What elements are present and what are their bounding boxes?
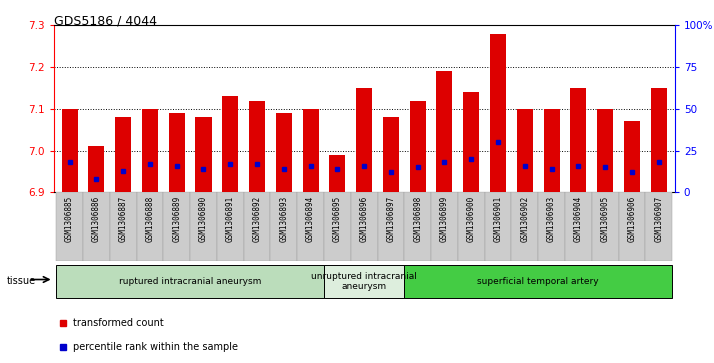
Text: transformed count: transformed count [74,318,164,328]
Bar [490,34,506,192]
Text: GSM1306903: GSM1306903 [547,196,556,242]
Text: GDS5186 / 4044: GDS5186 / 4044 [54,15,156,28]
Bar [324,192,351,261]
Bar [243,192,271,261]
Bar [271,192,297,261]
Text: percentile rank within the sample: percentile rank within the sample [74,342,238,352]
Bar [169,113,185,192]
Bar [624,121,640,192]
Bar [543,109,560,192]
Bar [618,192,645,261]
Bar [517,109,533,192]
Bar [463,92,479,192]
Bar [136,192,164,261]
Text: ruptured intracranial aneurysm: ruptured intracranial aneurysm [119,277,261,286]
Bar [297,192,324,261]
Text: unruptured intracranial
aneurysm: unruptured intracranial aneurysm [311,272,417,291]
Text: GSM1306898: GSM1306898 [413,196,422,242]
Bar [324,265,404,298]
Bar [115,117,131,192]
Text: GSM1306897: GSM1306897 [386,196,396,242]
Text: GSM1306896: GSM1306896 [360,196,368,242]
Bar [404,192,431,261]
Text: GSM1306890: GSM1306890 [199,196,208,242]
Text: GSM1306891: GSM1306891 [226,196,235,242]
Text: GSM1306904: GSM1306904 [574,196,583,242]
Text: GSM1306895: GSM1306895 [333,196,342,242]
Bar [303,109,318,192]
Bar [196,117,211,192]
Bar [56,265,324,298]
Bar [222,96,238,192]
Bar [383,117,399,192]
Bar [592,192,618,261]
Bar [89,147,104,192]
Bar [356,88,372,192]
Bar [61,109,78,192]
Text: GSM1306907: GSM1306907 [654,196,663,242]
Text: GSM1306893: GSM1306893 [279,196,288,242]
Bar [565,192,592,261]
Bar [458,192,485,261]
Bar [83,192,110,261]
Text: GSM1306888: GSM1306888 [146,196,154,242]
Bar [431,192,458,261]
Text: tissue: tissue [7,276,36,286]
Bar [249,101,265,192]
Bar [404,265,672,298]
Text: GSM1306901: GSM1306901 [493,196,503,242]
Bar [329,155,346,192]
Bar [538,192,565,261]
Text: GSM1306886: GSM1306886 [92,196,101,242]
Bar [217,192,243,261]
Bar [110,192,136,261]
Bar [645,192,672,261]
Text: GSM1306900: GSM1306900 [467,196,476,242]
Bar [276,113,292,192]
Text: GSM1306906: GSM1306906 [628,196,636,242]
Text: GSM1306887: GSM1306887 [119,196,128,242]
Text: GSM1306892: GSM1306892 [253,196,261,242]
Bar [511,192,538,261]
Bar [378,192,404,261]
Text: superficial temporal artery: superficial temporal artery [478,277,599,286]
Bar [650,88,667,192]
Bar [164,192,190,261]
Bar [190,192,217,261]
Text: GSM1306885: GSM1306885 [65,196,74,242]
Bar [142,109,158,192]
Bar [485,192,511,261]
Bar [597,109,613,192]
Bar [410,101,426,192]
Bar [56,192,83,261]
Text: GSM1306889: GSM1306889 [172,196,181,242]
Text: GSM1306899: GSM1306899 [440,196,449,242]
Bar [436,71,453,192]
Text: GSM1306902: GSM1306902 [521,196,529,242]
Text: GSM1306905: GSM1306905 [600,196,610,242]
Text: GSM1306894: GSM1306894 [306,196,315,242]
Bar [570,88,586,192]
Bar [351,192,378,261]
